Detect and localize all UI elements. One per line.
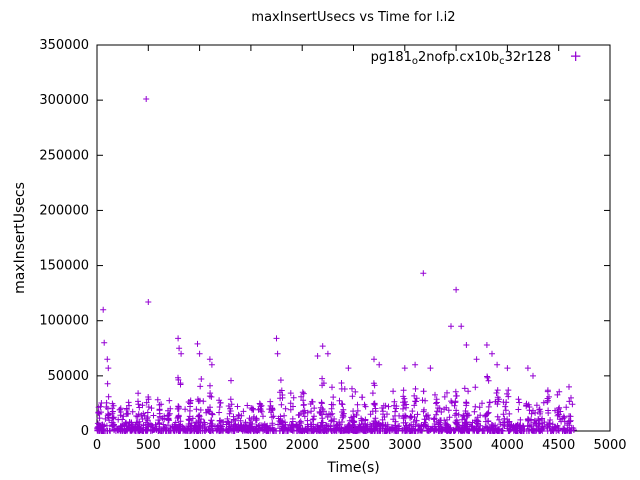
y-tick-label: 150000 [39, 259, 89, 274]
x-tick-label: 1500 [234, 438, 267, 453]
y-tick-label: 250000 [39, 148, 89, 163]
x-tick-label: 4000 [491, 438, 524, 453]
y-tick-label: 0 [81, 424, 89, 439]
y-tick-label: 350000 [39, 38, 89, 53]
legend-label: pg181o2nofp.cx10bc32r128 [370, 50, 552, 67]
legend-marker-icon: + [569, 47, 582, 65]
x-tick-label: 2500 [337, 438, 370, 453]
x-axis-label: Time(s) [327, 460, 380, 476]
x-tick-label: 1000 [183, 438, 216, 453]
x-tick-label: 3500 [440, 438, 473, 453]
y-tick-label: 300000 [39, 93, 89, 108]
x-tick-label: 0 [93, 438, 101, 453]
x-tick-label: 4500 [542, 438, 575, 453]
y-tick-label: 100000 [39, 314, 89, 329]
x-tick-label: 500 [136, 438, 161, 453]
x-tick-label: 3000 [388, 438, 421, 453]
legend: pg181o2nofp.cx10bc32r128 + [370, 47, 582, 68]
y-tick-label: 50000 [48, 369, 89, 384]
x-tick-label: 2000 [286, 438, 319, 453]
chart-title: maxInsertUsecs vs Time for l.i2 [251, 10, 456, 25]
y-axis-label: maxInsertUsecs [12, 182, 28, 294]
x-tick-label: 5000 [593, 438, 626, 453]
y-tick-label: 200000 [39, 203, 89, 218]
scatter-points [94, 96, 577, 434]
